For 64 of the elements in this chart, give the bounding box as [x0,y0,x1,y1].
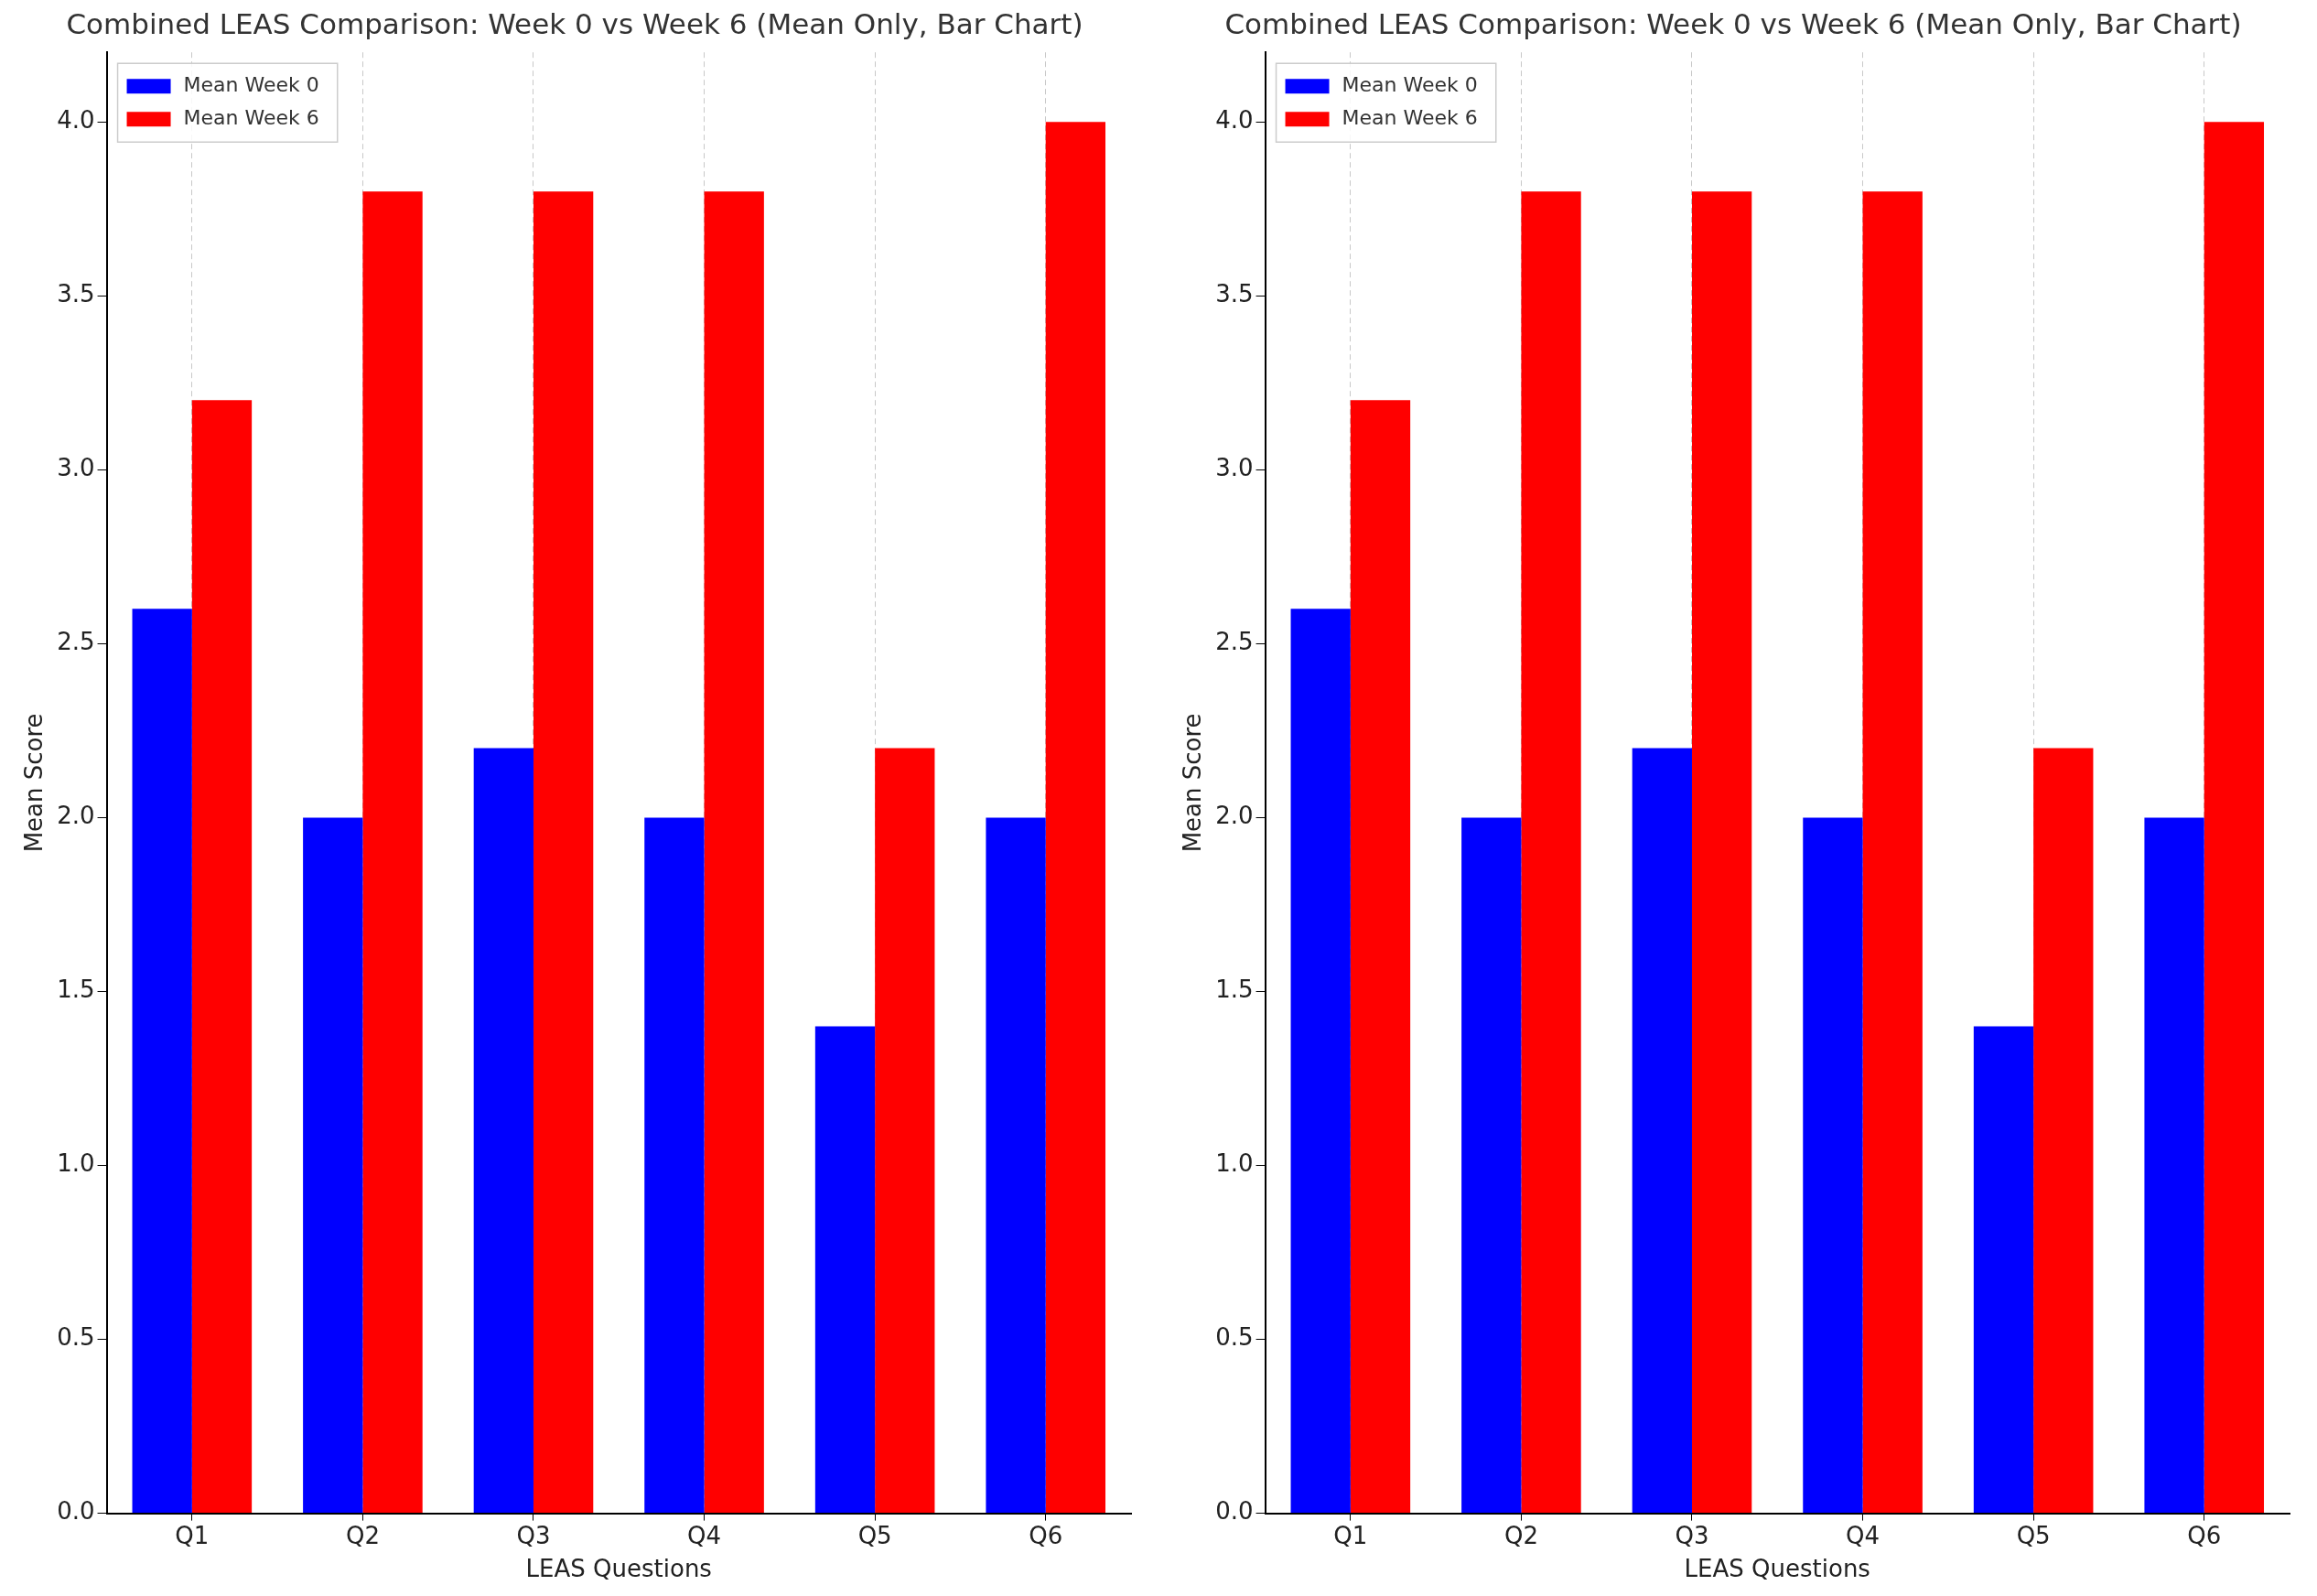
bar [1632,748,1692,1514]
bar [533,191,594,1514]
y-axis-title: Mean Score [1179,713,1207,853]
bar [1521,191,1581,1514]
y-tick-label: 2.0 [1215,802,1254,830]
x-tick-label: Q4 [687,1521,722,1549]
x-tick-label: Q1 [1333,1521,1368,1549]
y-tick-label: 2.5 [57,628,95,656]
bar [362,191,423,1514]
legend-label: Mean Week 6 [183,105,319,129]
bar [875,748,935,1514]
y-tick-label: 3.0 [1215,454,1254,482]
y-tick-label: 2.5 [1215,628,1254,656]
bar [1803,817,1863,1514]
bar [2144,817,2204,1514]
bar [303,817,363,1514]
x-tick-label: Q6 [2187,1521,2222,1549]
bar [644,817,705,1514]
x-tick-label: Q5 [857,1521,892,1549]
bar [814,1026,876,1514]
bar [1045,122,1106,1514]
bar [132,609,192,1514]
x-axis-title: LEAS Questions [525,1555,712,1583]
y-tick-label: 0.5 [1215,1323,1254,1352]
y-tick-label: 1.5 [57,976,95,1004]
x-tick-label: Q5 [2016,1521,2051,1549]
x-tick-label: Q2 [1503,1521,1538,1549]
x-tick-label: Q2 [345,1521,380,1549]
chart-title: Combined LEAS Comparison: Week 0 vs Week 6 (Mean Only, Bar Chart) [66,6,1083,40]
legend-label: Mean Week 0 [183,72,319,96]
legend-label: Mean Week 6 [1342,105,1478,129]
bar [1290,609,1351,1514]
y-tick-label: 3.5 [57,280,95,308]
bar [2204,122,2265,1514]
x-tick-label: Q1 [175,1521,210,1549]
y-tick-label: 1.5 [1215,976,1254,1004]
y-tick-label: 4.0 [57,105,95,134]
bar [986,817,1046,1514]
y-tick-label: 0.0 [57,1497,95,1526]
y-tick-label: 0.0 [1215,1497,1254,1526]
bar [1350,400,1411,1514]
bar [1862,191,1923,1514]
bar [2033,748,2094,1514]
bar [1691,191,1752,1514]
bar [1461,817,1522,1514]
y-tick-label: 4.0 [1215,105,1254,134]
y-axis-title: Mean Score [20,713,48,853]
bar [473,748,533,1514]
chart-title: Combined LEAS Comparison: Week 0 vs Week 6 (Mean Only, Bar Chart) [1224,6,2242,40]
y-tick-label: 3.0 [57,454,95,482]
bar [1973,1026,2034,1514]
bar [191,400,253,1514]
x-tick-label: Q3 [516,1521,551,1549]
x-tick-label: Q3 [1675,1521,1709,1549]
y-tick-label: 1.0 [1215,1149,1254,1178]
legend-label: Mean Week 0 [1342,72,1478,96]
x-tick-label: Q4 [1846,1521,1881,1549]
x-axis-title: LEAS Questions [1684,1555,1870,1583]
bar [704,191,764,1514]
y-tick-label: 2.0 [57,802,95,830]
x-tick-label: Q6 [1029,1521,1063,1549]
y-tick-label: 0.5 [57,1323,95,1352]
y-tick-label: 3.5 [1215,280,1254,308]
y-tick-label: 1.0 [57,1149,95,1178]
